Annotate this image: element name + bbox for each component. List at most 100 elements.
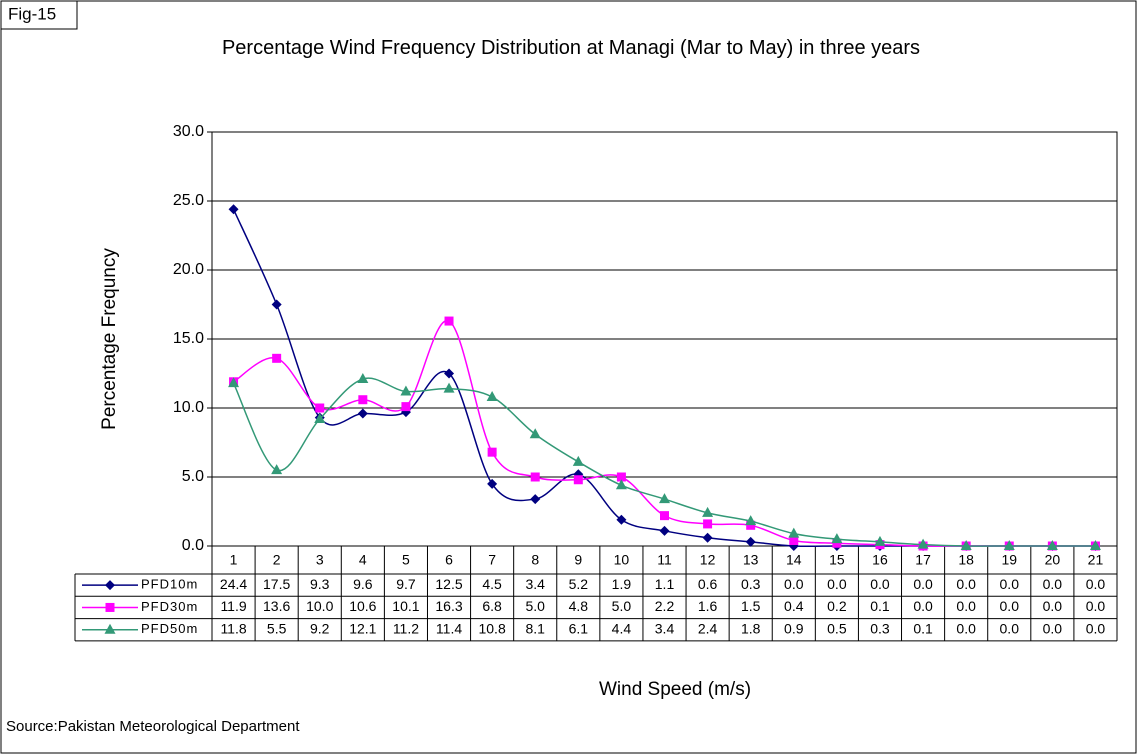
table-cell: 3.4 bbox=[525, 576, 545, 592]
table-cell: 4.8 bbox=[569, 598, 589, 614]
table-cell: 0.0 bbox=[1086, 598, 1106, 614]
table-cell: 5.0 bbox=[525, 598, 545, 614]
table-cell: 12.5 bbox=[435, 576, 462, 592]
y-tick-label: 30.0 bbox=[173, 123, 204, 140]
legend-marker bbox=[104, 623, 116, 634]
table-cell: 3.4 bbox=[655, 620, 675, 636]
table-cell: 4.4 bbox=[612, 620, 632, 636]
table-cell: 0.0 bbox=[1043, 598, 1063, 614]
x-tick-label: 3 bbox=[316, 552, 324, 568]
marker bbox=[917, 538, 929, 549]
table-cell: 0.0 bbox=[1000, 598, 1020, 614]
table-cell: 0.6 bbox=[698, 576, 718, 592]
table-cell: 0.0 bbox=[913, 576, 933, 592]
table-cell: 0.0 bbox=[827, 576, 847, 592]
legend-label: PFD10m bbox=[141, 577, 198, 592]
marker bbox=[659, 525, 670, 536]
table-cell: 10.8 bbox=[478, 620, 505, 636]
marker bbox=[788, 527, 800, 538]
marker bbox=[314, 413, 326, 424]
x-tick-label: 14 bbox=[786, 552, 802, 568]
marker bbox=[702, 532, 713, 543]
table-cell: 0.0 bbox=[1043, 576, 1063, 592]
y-tick-label: 20.0 bbox=[173, 261, 204, 278]
marker bbox=[530, 494, 541, 505]
marker bbox=[659, 493, 670, 504]
marker bbox=[530, 472, 540, 482]
marker bbox=[702, 506, 714, 517]
x-tick-label: 9 bbox=[574, 552, 582, 568]
table-cell: 5.0 bbox=[612, 598, 632, 614]
marker bbox=[615, 479, 627, 490]
table-cell: 0.4 bbox=[784, 598, 804, 614]
table-cell: 1.5 bbox=[741, 598, 761, 614]
table-cell: 10.6 bbox=[349, 598, 376, 614]
legend-label: PFD30m bbox=[141, 599, 198, 614]
x-tick-label: 6 bbox=[445, 552, 453, 568]
table-cell: 0.2 bbox=[827, 598, 847, 614]
table-cell: 0.0 bbox=[956, 620, 976, 636]
marker bbox=[272, 353, 282, 363]
table-cell: 1.1 bbox=[655, 576, 675, 592]
table-cell: 5.5 bbox=[267, 620, 287, 636]
marker bbox=[832, 538, 842, 548]
x-tick-label: 1 bbox=[230, 552, 238, 568]
table-cell: 2.2 bbox=[655, 598, 675, 614]
x-tick-label: 21 bbox=[1088, 552, 1104, 568]
marker bbox=[401, 402, 411, 412]
table-cell: 24.4 bbox=[220, 576, 247, 592]
marker bbox=[572, 455, 584, 466]
y-tick-label: 0.0 bbox=[182, 537, 204, 554]
table-cell: 9.3 bbox=[310, 576, 330, 592]
table-cell: 0.0 bbox=[1000, 576, 1020, 592]
y-tick-label: 15.0 bbox=[173, 330, 204, 347]
y-tick-label: 25.0 bbox=[173, 192, 204, 209]
fig-box bbox=[0, 0, 78, 30]
table-cell: 11.8 bbox=[220, 620, 246, 636]
table-cell: 1.9 bbox=[612, 576, 632, 592]
x-tick-label: 15 bbox=[829, 552, 845, 568]
x-tick-label: 5 bbox=[402, 552, 410, 568]
fig-label: Fig-15 bbox=[8, 4, 56, 23]
x-tick-label: 11 bbox=[657, 552, 672, 568]
table-cell: 16.3 bbox=[435, 598, 462, 614]
y-axis-label: Percentage Frequncy bbox=[99, 248, 120, 430]
table-cell: 0.5 bbox=[827, 620, 847, 636]
table-cell: 2.4 bbox=[698, 620, 718, 636]
legend-marker bbox=[105, 602, 115, 612]
marker bbox=[1003, 540, 1015, 550]
x-tick-label: 20 bbox=[1045, 552, 1061, 568]
y-tick-label: 5.0 bbox=[182, 468, 204, 485]
marker bbox=[703, 519, 713, 529]
marker bbox=[1089, 540, 1101, 550]
table-cell: 9.6 bbox=[353, 576, 373, 592]
table-cell: 12.1 bbox=[349, 620, 376, 636]
source: Source:Pakistan Meteorological Departmen… bbox=[6, 718, 300, 735]
legend-marker bbox=[105, 580, 115, 591]
chart-title: Percentage Wind Frequency Distribution a… bbox=[221, 37, 921, 59]
table-cell: 0.0 bbox=[913, 598, 933, 614]
marker bbox=[745, 515, 757, 526]
table-cell: 0.0 bbox=[1086, 576, 1106, 592]
marker bbox=[831, 533, 843, 544]
marker bbox=[660, 511, 669, 521]
y-tick-label: 10.0 bbox=[173, 399, 204, 416]
x-tick-label: 10 bbox=[614, 552, 630, 568]
legend-label: PFD50m bbox=[141, 621, 198, 636]
table-cell: 0.0 bbox=[1000, 620, 1020, 636]
marker bbox=[487, 447, 497, 457]
x-tick-label: 13 bbox=[743, 552, 759, 568]
marker bbox=[443, 382, 455, 393]
table-cell: 6.1 bbox=[569, 620, 589, 636]
table-cell: 1.8 bbox=[741, 620, 761, 636]
marker bbox=[228, 377, 240, 388]
marker bbox=[486, 390, 498, 401]
x-tick-label: 8 bbox=[531, 552, 539, 568]
table-cell: 0.1 bbox=[870, 598, 890, 614]
table-cell: 5.2 bbox=[569, 576, 589, 592]
marker bbox=[960, 540, 972, 550]
marker bbox=[271, 464, 283, 475]
table-cell: 0.0 bbox=[870, 576, 890, 592]
table-cell: 0.0 bbox=[784, 576, 804, 592]
